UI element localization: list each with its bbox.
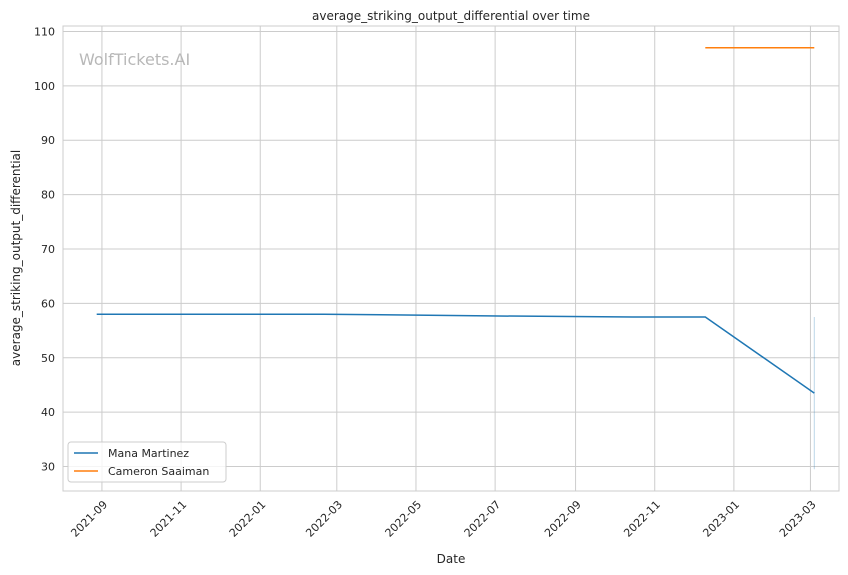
x-tick-label: 2023-01 (700, 498, 742, 540)
x-tick-label: 2022-11 (621, 498, 663, 540)
y-tick-label: 90 (41, 134, 55, 147)
legend-label: Cameron Saaiman (108, 465, 209, 478)
grid (63, 26, 839, 491)
y-tick-label: 70 (41, 243, 55, 256)
x-axis-label: Date (437, 552, 466, 566)
legend-label: Mana Martinez (108, 447, 189, 460)
y-tick-label: 80 (41, 189, 55, 202)
chart-title: average_striking_output_differential ove… (312, 9, 590, 23)
legend-box (67, 441, 227, 483)
x-tick-label: 2022-03 (303, 498, 345, 540)
watermark: WolfTickets.AI (79, 50, 190, 69)
series-lines (96, 47, 815, 394)
x-tick-label: 2021-11 (148, 498, 190, 540)
y-tick-label: 50 (41, 352, 55, 365)
series-line (96, 313, 815, 394)
x-tick-label: 2022-09 (542, 498, 584, 540)
y-tick-label: 110 (34, 25, 55, 38)
x-tick-label: 2022-07 (462, 498, 504, 540)
y-axis-label: average_striking_output_differential (9, 150, 23, 366)
y-tick-label: 100 (34, 80, 55, 93)
y-tick-label: 60 (41, 297, 55, 310)
x-tick-label: 2023-03 (777, 498, 819, 540)
y-tick-label: 30 (41, 461, 55, 474)
y-tick-label: 40 (41, 406, 55, 419)
x-tick-label: 2021-09 (68, 498, 110, 540)
plot-area-frame (62, 25, 840, 492)
x-tick-label: 2022-05 (383, 498, 425, 540)
x-tick-label: 2022-01 (227, 498, 269, 540)
legend: Mana Martinez Cameron Saaiman (67, 441, 227, 483)
